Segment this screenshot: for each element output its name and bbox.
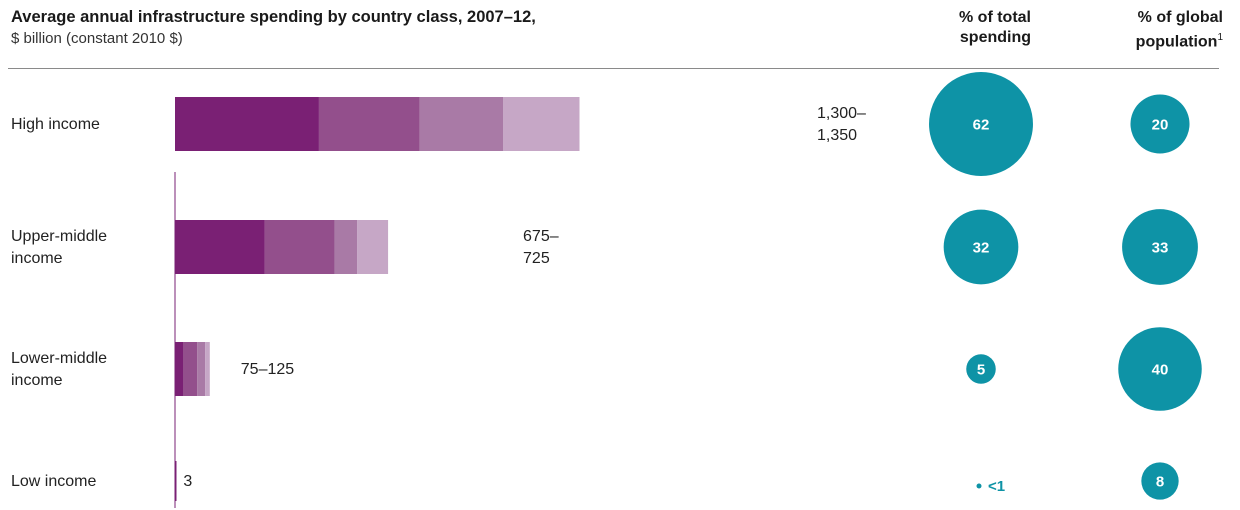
bar-high-income-segment-1 bbox=[175, 97, 319, 151]
spending-share-dot-low-income bbox=[976, 483, 982, 489]
population-share-label-high-income: 20 bbox=[1152, 117, 1169, 134]
bar-high-income-segment-4 bbox=[503, 97, 580, 151]
population-share-label-upper-middle-income: 33 bbox=[1152, 240, 1169, 257]
chart-subtitle: $ billion (constant 2010 $) bbox=[11, 30, 183, 47]
category-label-upper-middle-income: Upper-middle income bbox=[11, 228, 107, 267]
bar-upper-middle-income-segment-4 bbox=[357, 220, 389, 274]
spending-share-bubble-high-income bbox=[929, 72, 1033, 176]
value-label-upper-middle-income: 675– 725 bbox=[523, 228, 559, 267]
population-share-bubble-low-income bbox=[1141, 462, 1179, 500]
bar-high-income-segment-3 bbox=[419, 97, 504, 151]
spending-share-bubble-lower-middle-income bbox=[966, 354, 996, 384]
spending-header-line-1: % of total bbox=[959, 9, 1031, 26]
population-share-bubble-high-income bbox=[1130, 94, 1190, 154]
bar-upper-middle-income-segment-1 bbox=[175, 220, 265, 274]
bar-lower-middle-income-segment-1 bbox=[175, 342, 183, 396]
population-share-header: % of global population1 bbox=[1136, 8, 1223, 52]
spending-share-label-upper-middle-income: 32 bbox=[973, 240, 990, 257]
population-share-label-low-income: 8 bbox=[1156, 474, 1164, 491]
population-share-label-lower-middle-income: 40 bbox=[1152, 362, 1169, 379]
bar-low-income-segment-1 bbox=[175, 461, 177, 501]
population-header-text: population bbox=[1135, 33, 1218, 51]
bar-lower-middle-income-segment-4 bbox=[205, 342, 210, 396]
population-share-bubble-lower-middle-income bbox=[1118, 327, 1202, 411]
category-label-high-income: High income bbox=[11, 116, 100, 133]
value-label-lower-middle-income: 75–125 bbox=[241, 361, 294, 378]
bar-high-income-segment-2 bbox=[318, 97, 420, 151]
population-share-bubble-upper-middle-income bbox=[1122, 209, 1198, 285]
bar-lower-middle-income-segment-2 bbox=[182, 342, 198, 396]
spending-share-label-low-income: <1 bbox=[988, 478, 1005, 495]
footnote-marker: 1 bbox=[1217, 32, 1223, 43]
bar-upper-middle-income-segment-2 bbox=[264, 220, 335, 274]
spending-share-label-high-income: 62 bbox=[973, 117, 990, 134]
population-header-line-2: population1 bbox=[1136, 28, 1223, 52]
header-rule bbox=[8, 68, 1219, 69]
category-label-low-income: Low income bbox=[11, 473, 96, 490]
population-header-line-1: % of global bbox=[1137, 9, 1223, 26]
spending-share-bubble-upper-middle-income bbox=[943, 209, 1019, 285]
chart-title: Average annual infrastructure spending b… bbox=[11, 8, 536, 26]
spending-share-header: % of total spending bbox=[959, 8, 1031, 48]
category-label-lower-middle-income: Lower-middle income bbox=[11, 350, 107, 389]
bar-lower-middle-income-segment-3 bbox=[197, 342, 206, 396]
spending-share-label-lower-middle-income: 5 bbox=[977, 362, 985, 379]
value-label-high-income: 1,300– 1,350 bbox=[817, 105, 866, 144]
value-label-low-income: 3 bbox=[183, 473, 192, 490]
bar-upper-middle-income-segment-3 bbox=[334, 220, 358, 274]
spending-header-line-2: spending bbox=[959, 29, 1031, 46]
